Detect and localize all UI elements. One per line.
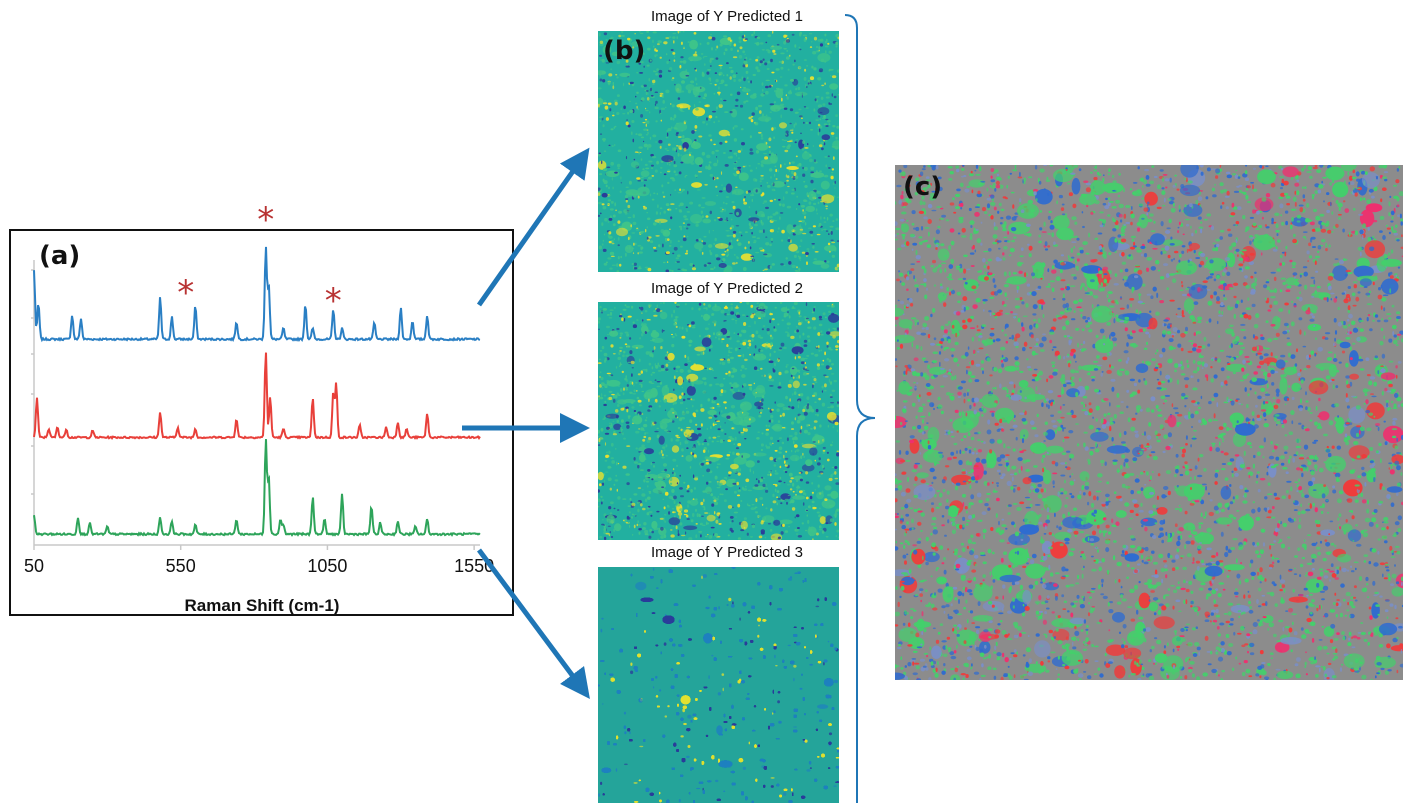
composite-map	[895, 165, 1403, 680]
peak-marker: *	[257, 200, 274, 240]
x-axis-title: Raman Shift (cm-1)	[185, 596, 340, 615]
panel-a-label: (a)	[39, 241, 81, 271]
right-bracket	[844, 14, 876, 803]
panel-c-label: (c)	[903, 172, 943, 202]
series-line-1	[33, 246, 481, 343]
predicted-map-3	[598, 567, 839, 803]
panel-b-label: (b)	[603, 36, 646, 66]
x-tick-label: 1050	[307, 556, 347, 576]
predicted-map-2	[598, 302, 839, 540]
panel-a-frame: (a)	[9, 229, 514, 616]
peak-marker: *	[177, 273, 194, 313]
x-tick-label: 550	[166, 556, 196, 576]
arrow-to-map-3	[476, 548, 590, 700]
map-title-3: Image of Y Predicted 3	[650, 544, 804, 561]
x-tick-label: 50	[24, 556, 44, 576]
map-title-1: Image of Y Predicted 1	[650, 8, 804, 25]
map-title-2: Image of Y Predicted 2	[650, 280, 804, 297]
predicted-map-1	[598, 31, 839, 272]
peak-marker: *	[325, 281, 342, 321]
arrow-to-map-1	[476, 147, 590, 307]
series-line-2	[33, 352, 481, 440]
series-line-3	[33, 439, 481, 537]
